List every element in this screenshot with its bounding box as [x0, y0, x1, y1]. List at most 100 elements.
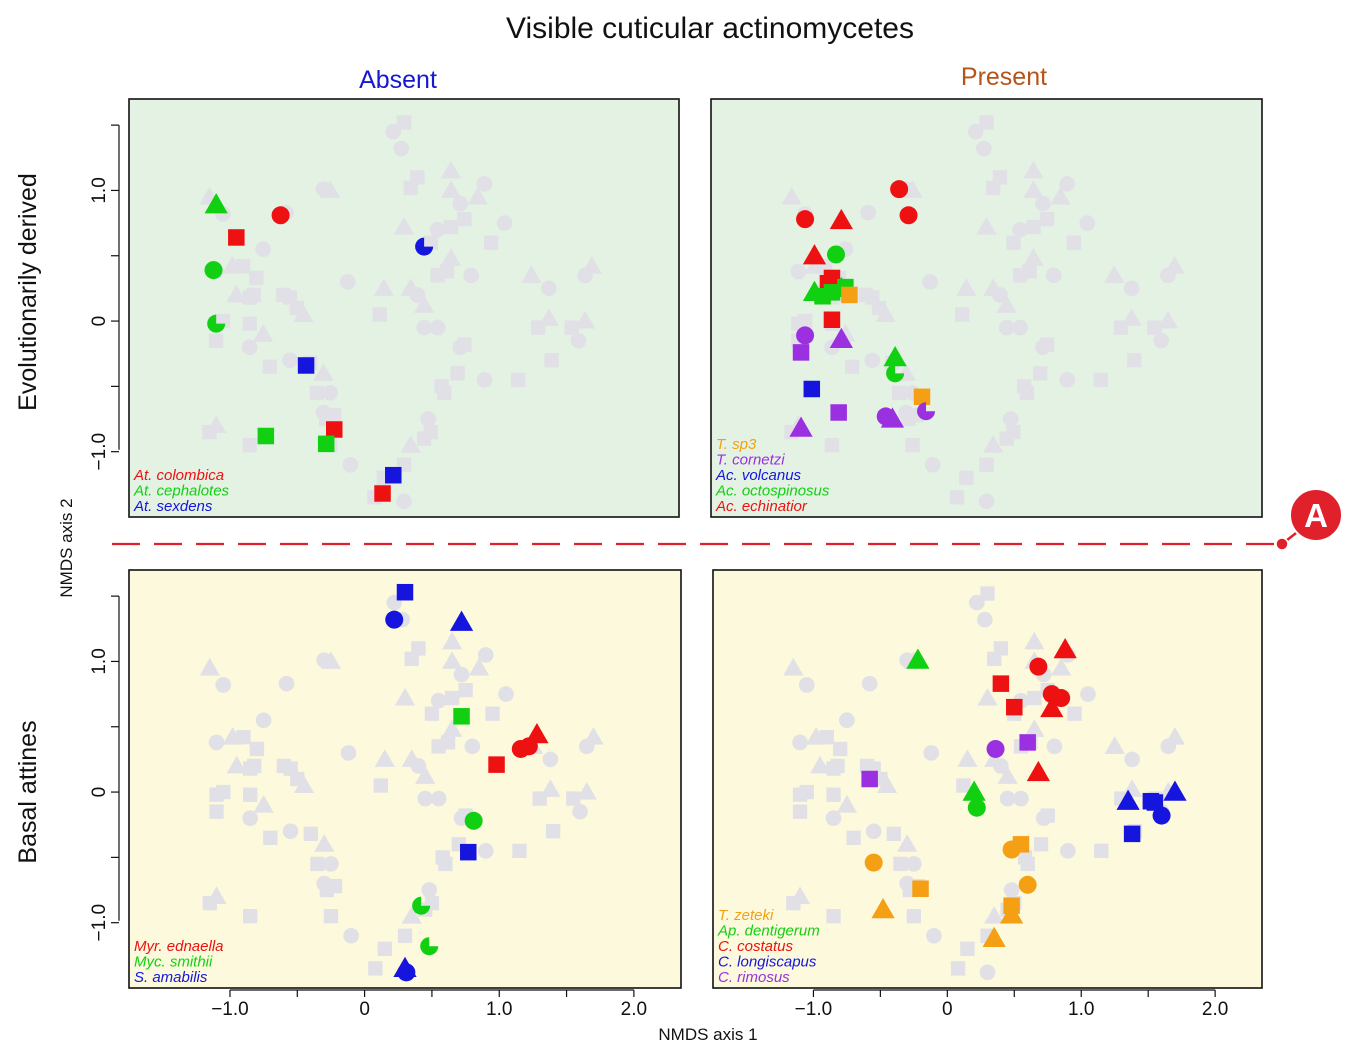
background-point — [324, 909, 338, 923]
data-point — [298, 357, 315, 374]
data-point — [318, 436, 335, 453]
data-point — [827, 245, 845, 263]
background-point — [926, 928, 942, 944]
background-point — [1012, 320, 1028, 336]
background-point — [463, 268, 479, 284]
background-point — [263, 831, 277, 845]
background-point — [343, 457, 359, 473]
background-point — [453, 196, 469, 212]
background-point — [304, 827, 318, 841]
background-point — [1041, 808, 1055, 822]
background-point — [925, 457, 941, 473]
background-point — [543, 752, 559, 768]
background-point — [1006, 425, 1020, 439]
background-point — [999, 320, 1015, 336]
background-point — [1059, 372, 1075, 388]
background-point — [976, 141, 992, 157]
background-point — [793, 788, 807, 802]
background-point — [955, 307, 969, 321]
y-tick-label: −1.0 — [89, 904, 110, 942]
data-point — [397, 584, 414, 601]
x-axis: −1.0 0 1.0 2.0 — [211, 990, 647, 1020]
background-point — [1124, 752, 1140, 768]
background-point — [866, 823, 882, 839]
background-point — [310, 386, 324, 400]
background-point — [322, 385, 338, 401]
background-point — [826, 810, 842, 826]
data-point — [326, 421, 343, 438]
background-point — [398, 929, 412, 943]
background-point — [887, 827, 901, 841]
legend-entry: At. cephalotes — [133, 483, 230, 500]
data-point — [900, 206, 918, 224]
data-point — [460, 844, 477, 861]
background-point — [1040, 337, 1054, 351]
x-tick-label: 2.0 — [1202, 999, 1228, 1020]
data-point — [890, 180, 908, 198]
legend-entry: T. cornetzi — [716, 452, 785, 469]
data-point — [796, 210, 814, 228]
panel-top-left: At. colombicaAt. cephalotesAt. sexdens−1… — [89, 99, 679, 517]
background-point — [441, 735, 455, 749]
column-label-present: Present — [961, 63, 1047, 91]
x-tick-label: −1.0 — [211, 999, 249, 1020]
background-point — [394, 141, 410, 157]
background-point — [256, 712, 272, 728]
background-point — [457, 212, 471, 226]
data-point — [824, 312, 841, 329]
background-point — [249, 271, 263, 285]
background-point — [544, 353, 558, 367]
background-point — [404, 181, 418, 195]
background-point — [830, 759, 844, 773]
background-point — [431, 791, 447, 807]
background-point — [283, 823, 299, 839]
x-axis-label: NMDS axis 1 — [658, 1025, 757, 1044]
background-point — [792, 735, 808, 751]
background-point — [980, 586, 994, 600]
background-point — [864, 352, 880, 368]
background-point — [531, 320, 545, 334]
background-point — [1003, 411, 1019, 427]
background-point — [1060, 843, 1076, 859]
data-point — [987, 740, 1005, 758]
data-point — [841, 287, 858, 304]
data-point — [385, 467, 402, 484]
background-point — [485, 707, 499, 721]
background-point — [1004, 882, 1020, 898]
data-point — [861, 771, 878, 788]
panel-bottom-left: Myr. ednaellaMyc. smithiiS. amabilis−1.0… — [89, 570, 681, 1020]
data-point — [796, 326, 814, 344]
data-point — [1124, 826, 1141, 843]
background-point — [484, 236, 498, 250]
row-label-top: Evolutionarily derived — [14, 173, 42, 411]
background-point — [209, 788, 223, 802]
data-point — [397, 963, 415, 981]
data-point — [465, 812, 483, 830]
legend-entry: Myr. ednaella — [134, 938, 224, 955]
legend-entry: Ap. dentigerum — [717, 923, 820, 940]
background-point — [242, 810, 258, 826]
background-point — [511, 373, 525, 387]
background-point — [209, 735, 225, 751]
background-point — [279, 676, 295, 692]
legend-entry: At. sexdens — [133, 498, 213, 515]
background-point — [215, 677, 231, 693]
background-point — [236, 259, 250, 273]
background-point — [247, 759, 261, 773]
background-point — [1027, 691, 1041, 705]
background-point — [478, 647, 494, 663]
background-point — [1046, 268, 1062, 284]
data-point — [804, 381, 821, 398]
column-label-absent: Absent — [359, 66, 437, 94]
background-point — [431, 693, 447, 709]
data-point — [914, 389, 931, 406]
background-point — [1094, 373, 1108, 387]
background-point — [243, 909, 257, 923]
background-point — [820, 730, 834, 744]
y-axis: −1.0 0 1.0 — [89, 125, 119, 470]
background-point — [457, 337, 471, 351]
background-point — [282, 352, 298, 368]
background-point — [434, 379, 448, 393]
background-point — [1034, 837, 1048, 851]
